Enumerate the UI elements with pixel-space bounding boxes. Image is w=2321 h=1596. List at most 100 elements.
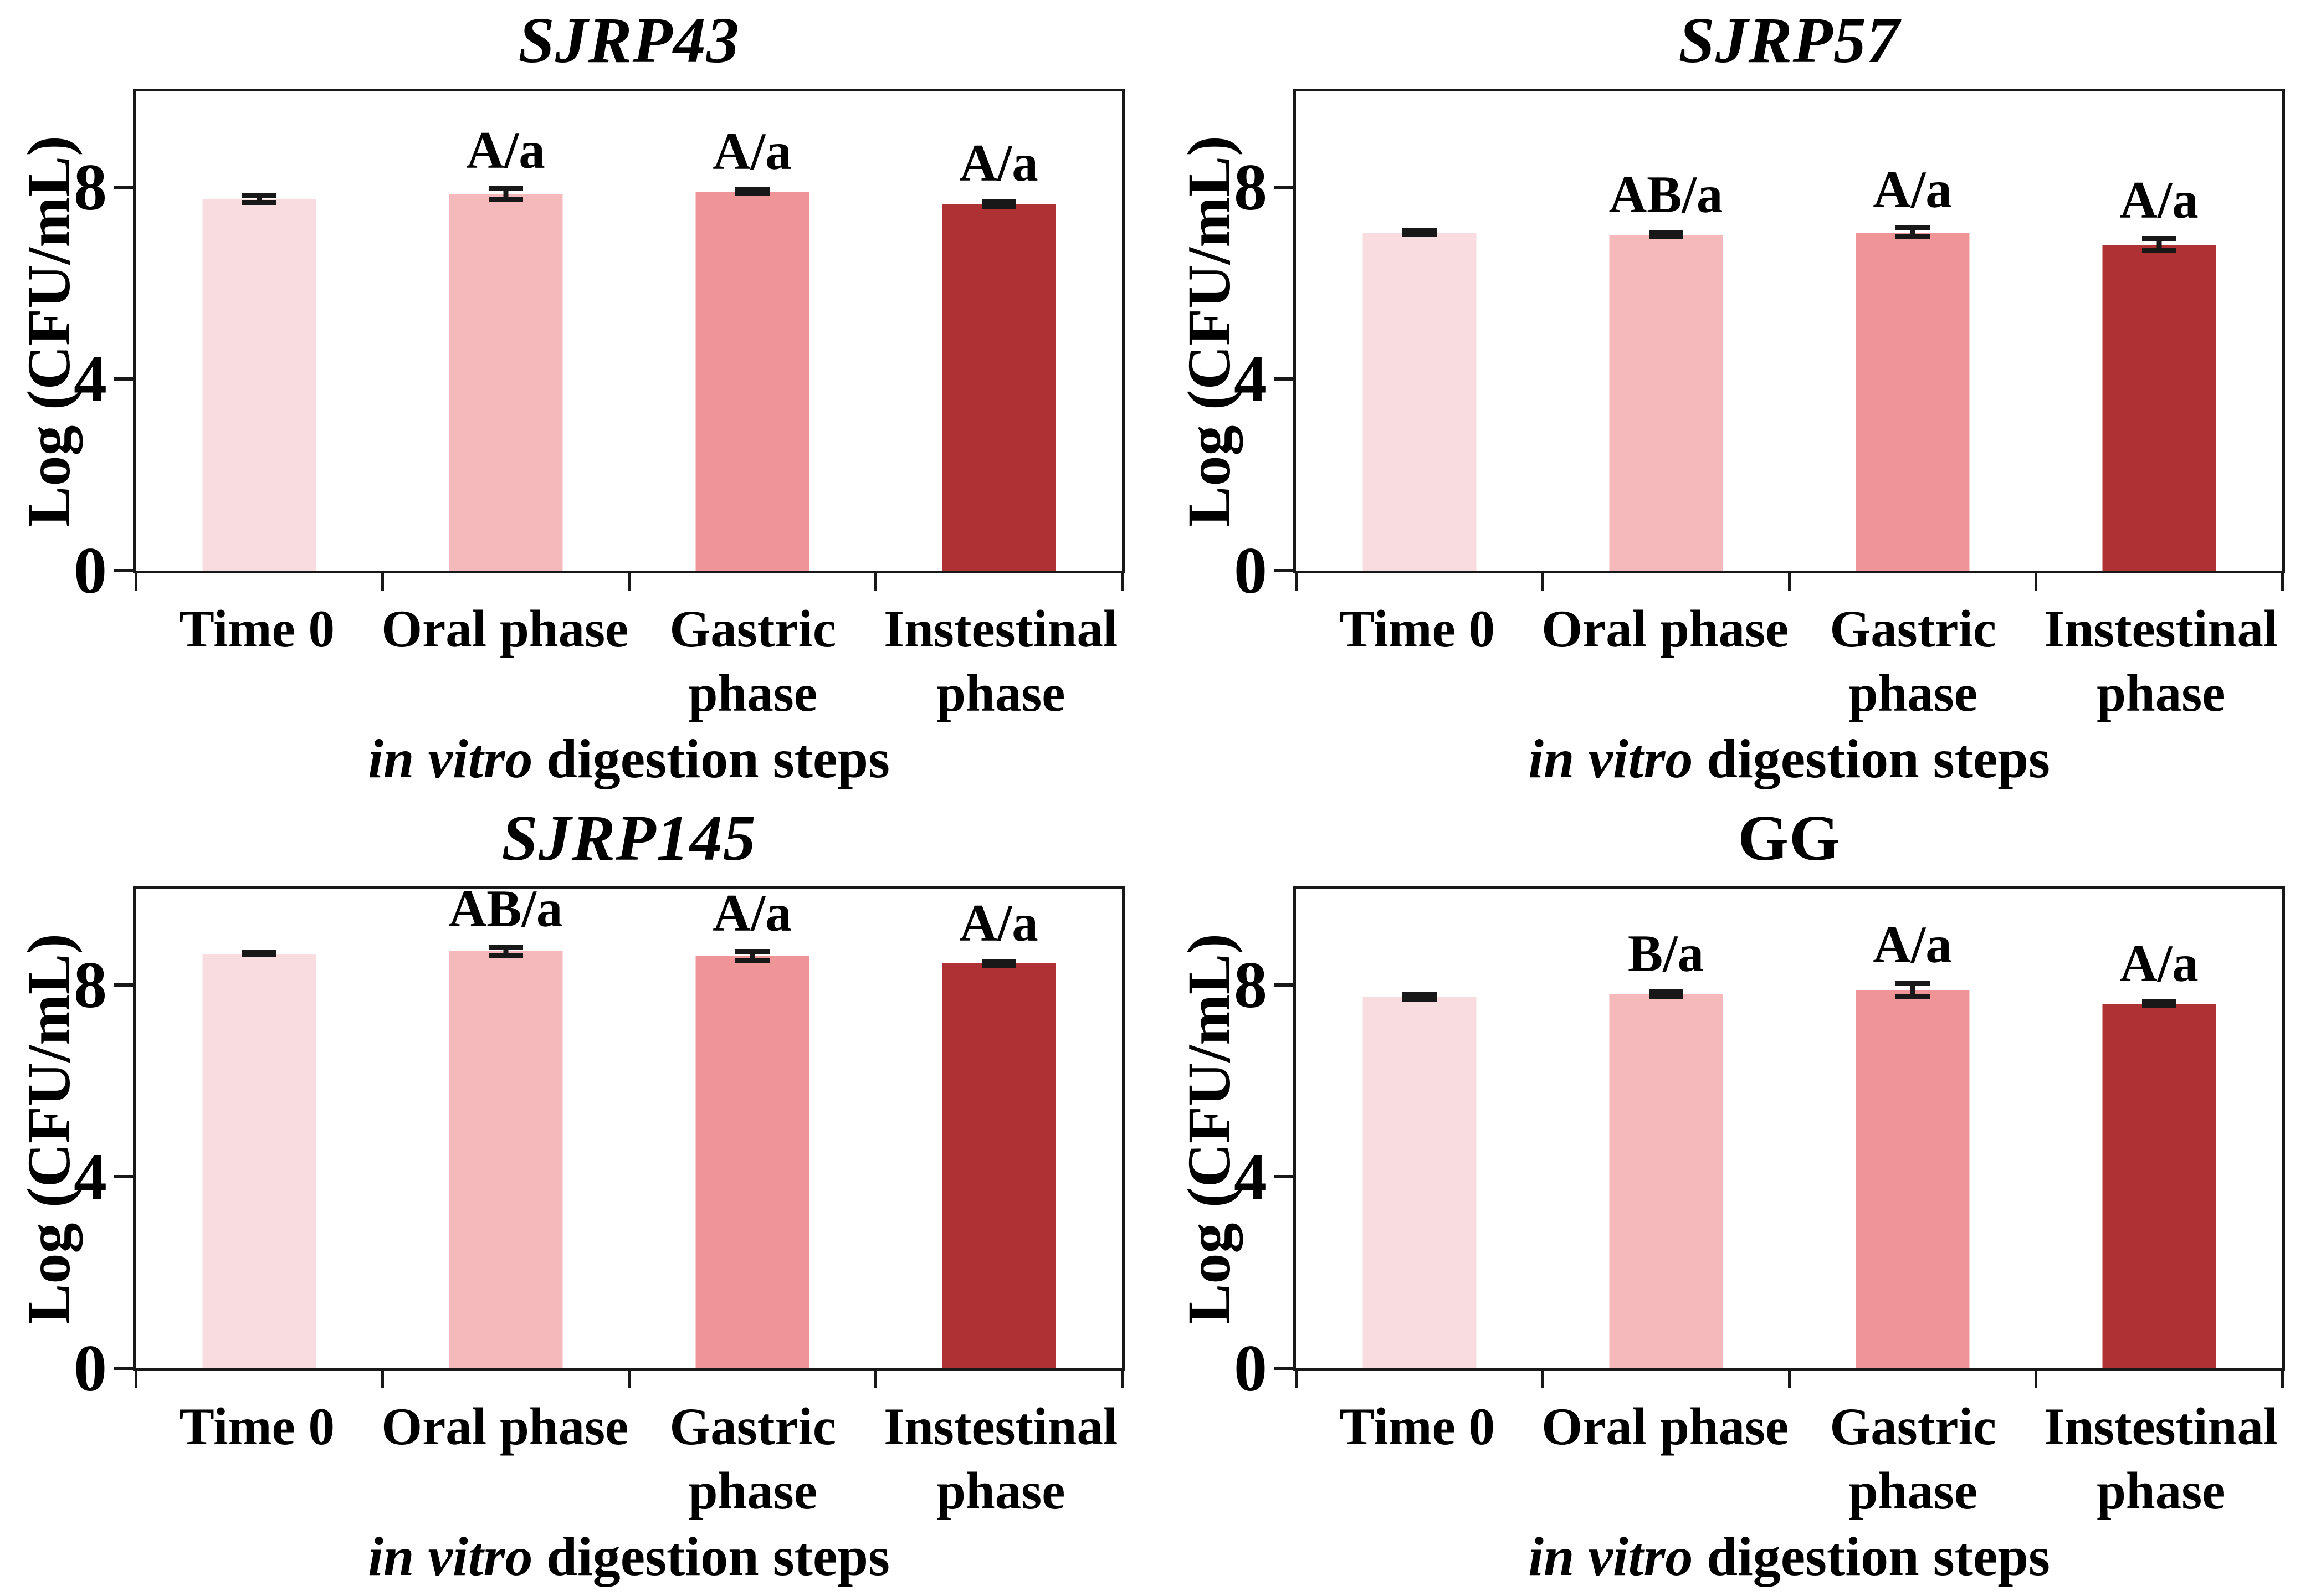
bar-time-0 [1362, 997, 1476, 1368]
error-bar-cap-bottom [488, 197, 523, 203]
error-bar-cap-bottom [735, 191, 770, 197]
x-category-label: Time 0 [179, 599, 335, 658]
y-tick-label: 0 [74, 1331, 107, 1405]
significance-label: A/a [713, 122, 792, 181]
x-tick-mark [2035, 1368, 2037, 1388]
error-bar-cap-top [1402, 992, 1437, 997]
x-category-label: Time 0 [1339, 599, 1495, 658]
error-bar-cap-top [1895, 225, 1930, 231]
plot-area: 0 4 8 A/a A/a A/a [74, 89, 1125, 604]
error-bar-cap-bottom [1648, 994, 1683, 999]
bar-time-0 [202, 953, 316, 1368]
error-bar-cap-bottom [242, 199, 276, 205]
x-category-label: Gastric phase [1830, 1397, 1997, 1520]
y-axis-title-text: Log (CFU/mL) [1175, 933, 1243, 1325]
bar-instestinal [2102, 1004, 2216, 1368]
x-tick-mark [1295, 571, 1298, 591]
y-tick-label: 4 [74, 1140, 107, 1213]
error-bar-cap-top [1895, 980, 1930, 986]
significance-label: A/a [959, 893, 1038, 952]
y-tick-mark [1274, 186, 1296, 189]
x-tick-mark [1788, 1368, 1791, 1388]
x-tick-mark [628, 571, 631, 591]
x-tick-mark [1295, 1368, 1298, 1388]
x-tick-mark [1788, 571, 1791, 591]
error-bar-cap-top [1648, 230, 1683, 236]
x-tick-mark [381, 1368, 384, 1388]
error-bar-cap-top [242, 193, 276, 198]
x-category-labels: Time 0 Oral phase Gastric phase Instestinal… [1293, 1395, 2285, 1523]
x-category-label: Instestinal phase [884, 599, 1118, 722]
x-tick-mark [135, 1368, 137, 1388]
x-category-label: Gastric phase [1830, 599, 1997, 722]
plot-area: 0 4 8 B/a A/a A/a [1234, 886, 2285, 1402]
x-axis-title-italic: in vitro [368, 728, 533, 789]
panel-sjrp57: SJRP57 Log (CFU/mL) 0 4 8 AB/a A/a A/a Time 0… [1160, 0, 2321, 798]
error-bar-cap-top [488, 944, 523, 950]
error-bar-cap-top [735, 949, 770, 954]
x-category-label: Oral phase [381, 1397, 629, 1456]
x-category-label: Oral phase [381, 599, 629, 658]
error-bar-cap-bottom [981, 203, 1016, 209]
bar-gastric [695, 956, 809, 1368]
error-bar-cap-bottom [735, 957, 770, 963]
y-tick-label: 8 [74, 150, 107, 224]
error-bar-cap-bottom [242, 952, 276, 958]
error-bar [750, 952, 755, 961]
x-category-label: Instestinal phase [2044, 1397, 2278, 1520]
y-tick-label: 0 [1234, 1331, 1267, 1405]
significance-label: AB/a [448, 879, 563, 938]
x-tick-mark [381, 571, 384, 591]
x-axis-title-rest: digestion steps [1693, 1526, 2050, 1587]
significance-label: A/a [713, 884, 792, 943]
y-tick-label: 4 [74, 342, 107, 415]
y-tick-mark [114, 983, 136, 987]
bar-instestinal [942, 204, 1056, 571]
significance-label: A/a [959, 133, 1038, 192]
bar-time-0 [202, 199, 316, 571]
x-tick-mark [874, 1368, 877, 1388]
x-axis-title-rest: digestion steps [532, 1526, 890, 1587]
x-axis-title-rest: digestion steps [1693, 728, 2050, 789]
y-axis-title-text: Log (CFU/mL) [14, 135, 83, 527]
y-tick-mark [114, 1367, 136, 1370]
y-tick-mark [114, 377, 136, 381]
error-bar [257, 196, 262, 203]
error-bar [503, 188, 508, 201]
bar-gastric [1856, 989, 1969, 1368]
chart-title: GG [1738, 802, 1841, 874]
x-axis-title: in vitro digestion steps [133, 731, 1125, 787]
x-category-label: Instestinal phase [884, 1397, 1118, 1520]
panel-sjrp43: SJRP43 Log (CFU/mL) 0 4 8 A/a A/a A/a Time 0 O… [0, 0, 1160, 798]
bar-gastric [695, 192, 809, 571]
bar-time-0 [1362, 233, 1476, 571]
x-axis-title: in vitro digestion steps [1293, 1529, 2285, 1584]
y-tick-mark [114, 186, 136, 189]
y-tick-mark [1274, 569, 1296, 572]
x-tick-mark [1541, 571, 1544, 591]
y-tick-mark [1274, 377, 1296, 381]
error-bar-cap-bottom [1895, 234, 1930, 239]
x-axis-title-italic: in vitro [1528, 1526, 1693, 1587]
x-category-labels: Time 0 Oral phase Gastric phase Instestinal… [133, 1395, 1125, 1523]
y-tick-label: 4 [1234, 1140, 1267, 1213]
x-tick-mark [2035, 571, 2037, 591]
chart-title: SJRP145 [501, 802, 756, 874]
x-category-label: Oral phase [1541, 1397, 1789, 1456]
panel-sjrp145: SJRP145 Log (CFU/mL) 0 4 8 AB/a A/a A/a Time … [0, 798, 1160, 1596]
bar-instestinal [2102, 244, 2216, 571]
error-bar-cap-bottom [981, 962, 1016, 968]
error-bar-cap-top [981, 958, 1016, 964]
bar-oral-phase [449, 194, 562, 571]
y-tick-mark [114, 569, 136, 572]
x-tick-mark [2281, 571, 2284, 591]
significance-label: A/a [2119, 171, 2199, 230]
x-tick-mark [1541, 1368, 1544, 1388]
bar-oral-phase [1609, 235, 1723, 571]
error-bar-cap-top [735, 187, 770, 193]
significance-label: A/a [466, 120, 545, 179]
error-bar-cap-top [488, 186, 523, 191]
y-tick-label: 8 [1234, 150, 1267, 224]
y-tick-mark [1274, 983, 1296, 987]
